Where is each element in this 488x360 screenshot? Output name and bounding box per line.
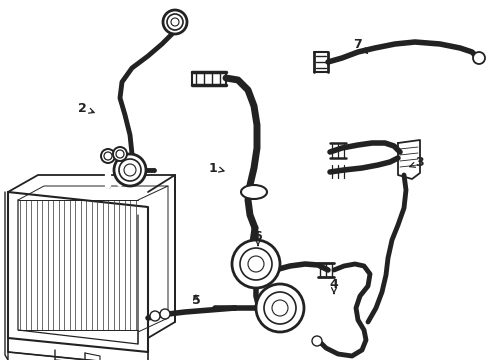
Text: 5: 5 [191, 293, 200, 306]
Circle shape [124, 164, 136, 176]
Text: 2: 2 [78, 102, 94, 114]
Text: 6: 6 [253, 230, 262, 246]
Circle shape [150, 311, 160, 321]
Circle shape [119, 159, 141, 181]
Text: 4: 4 [329, 278, 338, 293]
Circle shape [114, 154, 146, 186]
Circle shape [160, 309, 170, 319]
Circle shape [271, 300, 287, 316]
Text: 7: 7 [353, 37, 366, 53]
Circle shape [113, 147, 127, 161]
Circle shape [167, 14, 183, 30]
Circle shape [171, 18, 179, 26]
Circle shape [472, 52, 484, 64]
Circle shape [104, 152, 112, 160]
Circle shape [311, 336, 321, 346]
Ellipse shape [241, 185, 266, 199]
Circle shape [247, 256, 264, 272]
Circle shape [231, 240, 280, 288]
Text: 3: 3 [409, 157, 424, 170]
Circle shape [163, 10, 186, 34]
Circle shape [101, 149, 115, 163]
Circle shape [116, 150, 124, 158]
Text: 1: 1 [208, 162, 224, 175]
Circle shape [256, 284, 304, 332]
Circle shape [264, 292, 295, 324]
Circle shape [240, 248, 271, 280]
